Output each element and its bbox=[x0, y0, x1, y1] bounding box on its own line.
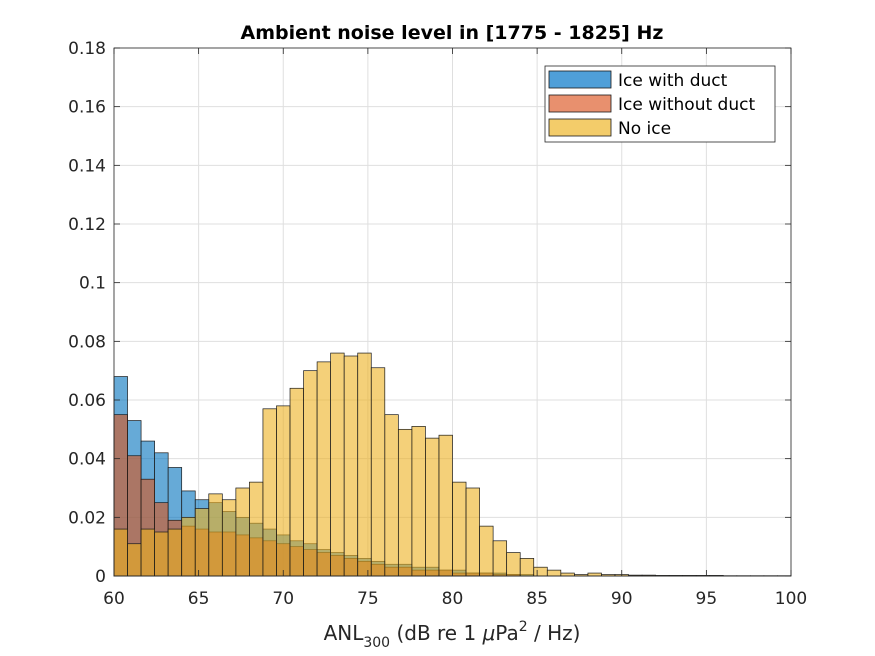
histogram-bar bbox=[221, 499, 237, 577]
y-tick-label: 0.02 bbox=[68, 508, 106, 528]
y-tick-label: 0 bbox=[95, 567, 106, 587]
histogram-bar bbox=[357, 352, 372, 577]
histogram-bar bbox=[167, 528, 183, 577]
x-tick-label: 60 bbox=[103, 589, 125, 609]
histogram-bar bbox=[587, 572, 602, 577]
y-tick-label: 0.1 bbox=[79, 274, 106, 294]
legend-label-ice-with-duct: Ice with duct bbox=[618, 71, 728, 91]
histogram-bar bbox=[465, 487, 480, 577]
histogram-bar bbox=[194, 508, 210, 577]
histogram-bar bbox=[330, 352, 345, 577]
histogram-bar bbox=[560, 572, 575, 577]
legend-swatch-ice-without-duct bbox=[548, 94, 612, 113]
axis-ticks: 60 65 70 75 80 85 90 95 100 0 0.02 0.04 0.06 0.08 0.1 0… bbox=[68, 39, 807, 609]
histogram-bar bbox=[303, 370, 318, 577]
x-tick-label: 75 bbox=[357, 589, 379, 609]
histogram-bar bbox=[235, 487, 250, 577]
histogram-bar bbox=[140, 528, 155, 577]
y-tick-label: 0.06 bbox=[68, 391, 106, 411]
histogram-bar bbox=[438, 434, 453, 577]
y-tick-label: 0.18 bbox=[68, 39, 106, 59]
histogram-bar bbox=[506, 552, 521, 577]
histogram-bar bbox=[452, 481, 467, 577]
histogram-bar bbox=[425, 437, 440, 577]
histogram-bar bbox=[384, 414, 399, 577]
histogram-bar bbox=[113, 528, 128, 577]
histogram-bar bbox=[519, 558, 535, 577]
legend-swatch-no-ice bbox=[548, 118, 612, 137]
histogram-bar bbox=[262, 408, 277, 577]
x-tick-label: 65 bbox=[188, 589, 210, 609]
chart-title: Ambient noise level in [1775 - 1825] Hz bbox=[241, 22, 664, 44]
histogram-bar bbox=[546, 569, 562, 577]
x-tick-label: 70 bbox=[272, 589, 294, 609]
x-tick-label: 100 bbox=[775, 589, 807, 609]
legend-label-no-ice: No ice bbox=[618, 119, 671, 139]
x-tick-label: 95 bbox=[696, 589, 718, 609]
histogram-bar bbox=[316, 361, 331, 577]
legend: Ice with duct Ice without duct No ice bbox=[544, 65, 776, 143]
histogram-bar bbox=[370, 367, 386, 577]
histogram-bar bbox=[492, 540, 508, 577]
x-axis-label: ANL300 (dB re 1 μPa2 / Hz) bbox=[324, 619, 581, 651]
y-tick-label: 0.08 bbox=[68, 332, 106, 352]
histogram-bar bbox=[127, 543, 142, 577]
histogram-bars bbox=[113, 352, 792, 577]
histogram-bar bbox=[154, 531, 169, 577]
y-tick-label: 0.04 bbox=[68, 450, 106, 470]
histogram-bar bbox=[249, 481, 264, 577]
legend-label-ice-without-duct: Ice without duct bbox=[618, 95, 755, 115]
histogram-bar bbox=[397, 428, 413, 577]
histogram-bar bbox=[533, 566, 548, 577]
x-tick-label: 90 bbox=[611, 589, 633, 609]
histogram-bar bbox=[181, 516, 196, 577]
histogram-bar bbox=[276, 405, 291, 577]
x-tick-label: 80 bbox=[442, 589, 464, 609]
histogram-bar bbox=[289, 387, 304, 577]
legend-swatch-ice-with-duct bbox=[548, 70, 612, 89]
histogram-bar bbox=[343, 355, 359, 577]
y-tick-label: 0.14 bbox=[68, 156, 106, 176]
histogram-bar bbox=[479, 525, 494, 577]
x-tick-label: 85 bbox=[526, 589, 548, 609]
histogram-bar bbox=[208, 493, 223, 577]
y-tick-label: 0.12 bbox=[68, 215, 106, 235]
y-tick-label: 0.16 bbox=[68, 98, 106, 118]
histogram-bar bbox=[411, 426, 426, 577]
